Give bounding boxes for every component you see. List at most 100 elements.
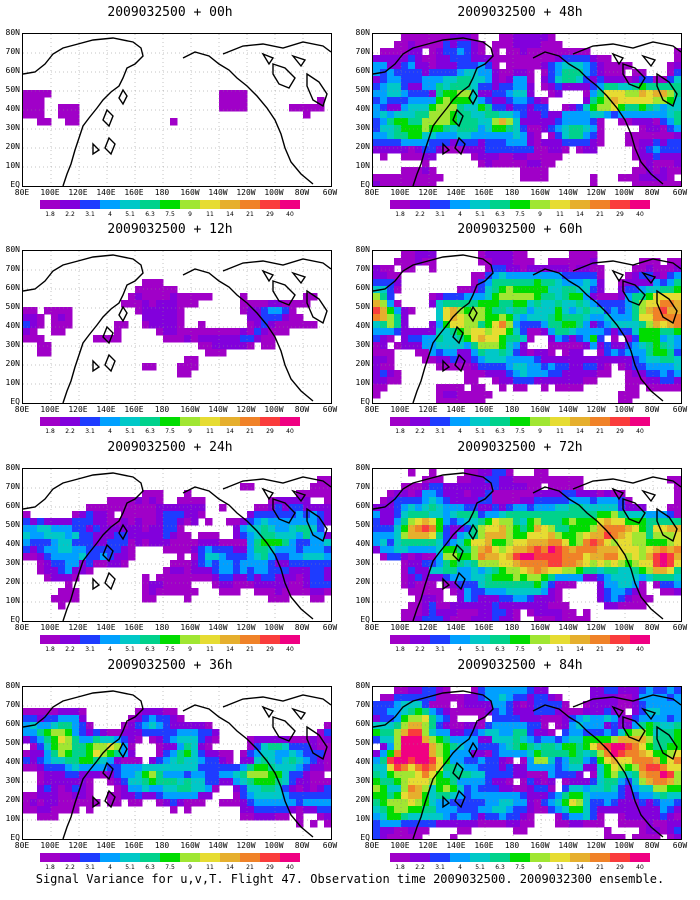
longitude-tick-label: 180 [504,841,520,850]
latitude-tick-label: 30N [5,123,20,132]
colorbar-label: 21 [596,428,604,435]
latitude-tick-label: 60N [5,501,20,510]
colorbar-label: 7.5 [515,646,525,653]
colorbar-swatch [40,200,60,209]
latitude-tick-label: 20N [5,577,20,586]
longitude-tick-label: 80W [294,188,310,197]
colorbar-swatch [530,417,550,426]
coastline [104,571,116,591]
coastline [454,136,466,156]
colorbar-label: 29 [616,211,624,218]
latitude-tick-label: 60N [5,283,20,292]
colorbar [40,417,300,426]
colorbar-swatch [280,417,300,426]
longitude-tick-label: 140E [96,405,116,414]
colorbar-swatch [60,200,80,209]
coastline [182,268,314,402]
longitude-tick-label: 80W [644,405,660,414]
colorbar-swatch [160,417,180,426]
variance-map [372,686,682,840]
longitude-tick-label: 100E [390,405,410,414]
coastline [656,289,678,325]
colorbar-label: 5.1 [475,646,485,653]
latitude-tick-label: 70N [5,47,20,56]
colorbar-label: 11 [556,864,564,871]
colorbar-label: 21 [246,211,254,218]
latitude-tick-label: 60N [355,283,370,292]
coastline [468,88,478,106]
latitude-tick-label: 20N [5,795,20,804]
coastline [118,88,128,106]
latitude-tick-label: 20N [5,142,20,151]
coastline [261,52,275,66]
longitude-tick-label: 140E [446,841,466,850]
longitude-tick-label: 80W [294,841,310,850]
coastline [102,108,114,128]
latitude-tick-label: EQ [10,180,20,189]
colorbar-label: 3.1 [435,428,445,435]
coastline [182,486,314,620]
longitude-tick-label: 100W [264,841,284,850]
latitude-tick-label: 40N [355,321,370,330]
colorbar-swatch [100,853,120,862]
longitude-tick-label: 140E [96,623,116,632]
colorbar-label: 1.8 [45,646,55,653]
longitude-tick-label: 140W [558,405,578,414]
colorbar-label: 4 [458,211,462,218]
longitude-tick-label: 120E [68,841,88,850]
colorbar-label: 29 [616,864,624,871]
latitude-tick-label: 80N [5,28,20,37]
longitude-tick-label: 120E [418,623,438,632]
colorbar-label: 21 [596,646,604,653]
latitude-tick-label: 50N [5,738,20,747]
latitude-tick-label: EQ [360,180,370,189]
colorbar-label: 2.2 [415,864,425,871]
map-panel: 2009032500 + 48h 80N 70N 60N 50N 40N 30N 20N 10N… [350,5,690,220]
coastline [306,725,328,761]
colorbar-label: 2.2 [415,646,425,653]
colorbar-swatch [510,417,530,426]
coastline [532,268,664,402]
coastline [373,37,494,186]
colorbar-label: 40 [636,864,644,871]
variance-field [23,251,331,403]
panel-title: 2009032500 + 48h [457,5,583,20]
colorbar-swatch [590,635,610,644]
longitude-tick-label: 140W [208,623,228,632]
colorbar-label: 21 [596,864,604,871]
colorbar-swatch [490,200,510,209]
longitude-tick-label: 160E [474,623,494,632]
colorbar-swatch [200,635,220,644]
panel-title: 2009032500 + 00h [107,5,233,20]
latitude-tick-label: 10N [5,378,20,387]
longitude-tick-label: 140E [446,623,466,632]
colorbar-label: 4 [108,864,112,871]
colorbar-swatch [80,853,100,862]
coastline [532,704,664,838]
latitude-tick-label: 70N [5,264,20,273]
coastline [622,498,646,524]
longitude-tick-label: 120W [586,405,606,414]
variance-map [22,468,332,622]
coastline [622,63,646,89]
latitude-tick-label: 80N [355,681,370,690]
coastline [261,487,275,501]
colorbar-swatch [60,417,80,426]
panel-title: 2009032500 + 12h [107,222,233,237]
colorbar-label: 2.2 [65,428,75,435]
colorbar-swatch [510,853,530,862]
colorbar-swatch [410,200,430,209]
variance-map [372,250,682,404]
longitude-tick-label: 100E [40,841,60,850]
latitude-tick-label: 10N [5,161,20,170]
longitude-tick-label: 120E [68,188,88,197]
colorbar-swatch [590,417,610,426]
latitude-tick-label: EQ [10,397,20,406]
colorbar-swatch [430,417,450,426]
colorbar-swatch [140,417,160,426]
colorbar-swatch [530,853,550,862]
longitude-tick-label: 80E [364,841,380,850]
longitude-tick-label: 100E [390,623,410,632]
coastline [222,258,331,272]
colorbar-label: 3.1 [85,428,95,435]
